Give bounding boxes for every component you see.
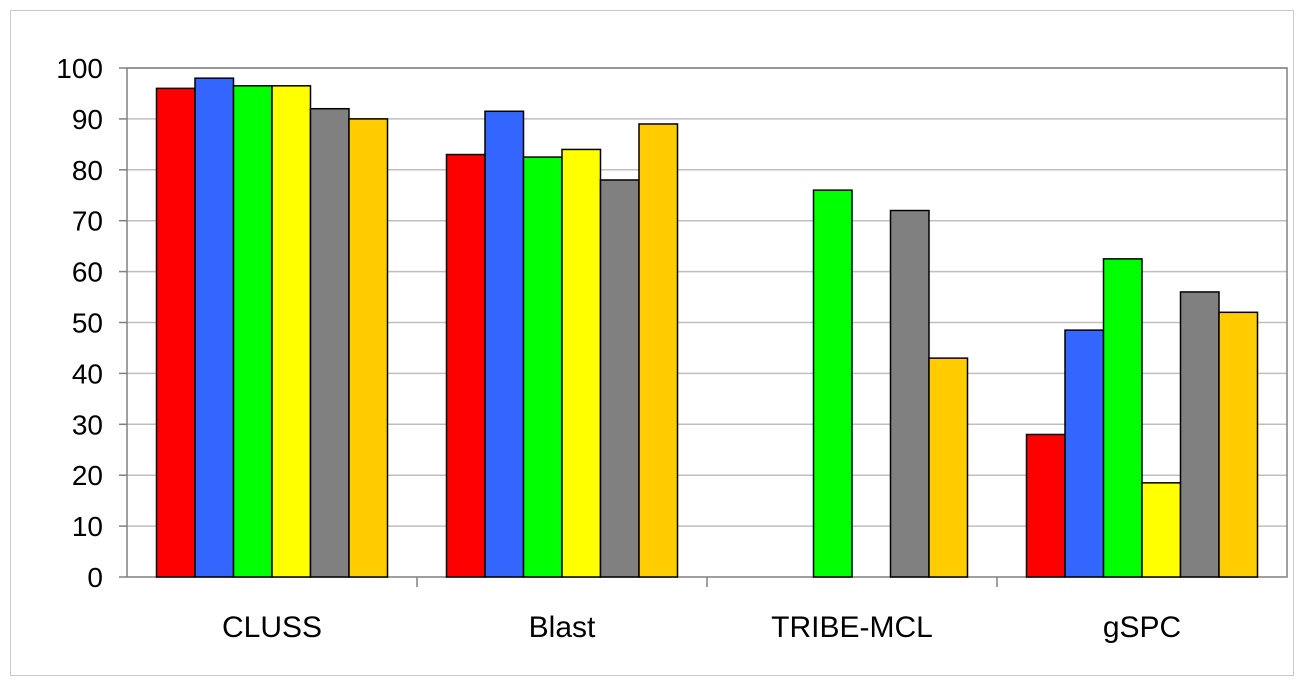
- y-tick-label: 100: [56, 53, 103, 84]
- bar-cluss-s6: [348, 118, 389, 578]
- bar-gspc-s1: [1025, 433, 1066, 578]
- y-tick-label: 10: [72, 511, 103, 542]
- bar-gspc-s3: [1102, 258, 1143, 578]
- bar-cluss-s4: [271, 85, 312, 578]
- bar-blast-s2: [484, 110, 525, 578]
- bar-gspc-s5: [1179, 291, 1220, 578]
- y-tick-label: 90: [72, 104, 103, 135]
- bar-tribe-mcl-s5: [889, 209, 930, 578]
- y-tick-label: 50: [72, 308, 103, 339]
- x-category-label: CLUSS: [222, 611, 322, 644]
- bar-gspc-s2: [1064, 329, 1105, 578]
- bar-cluss-s5: [309, 107, 350, 578]
- bar-blast-s1: [445, 153, 486, 578]
- y-tick-label: 0: [87, 562, 103, 593]
- bar-cluss-s2: [194, 77, 235, 578]
- y-tick-labels: 0 10 20 30 40 50 60 70 80 90 100: [56, 53, 103, 593]
- bar-blast-s5: [599, 179, 640, 578]
- y-tick-label: 70: [72, 206, 103, 237]
- y-tick-label: 60: [72, 257, 103, 288]
- bar-gspc-s4: [1141, 482, 1182, 578]
- x-category-label: TRIBE-MCL: [771, 611, 933, 644]
- bar-gspc-s6: [1218, 311, 1259, 578]
- bar-tribe-mcl-s6: [928, 357, 969, 578]
- x-category-label: gSPC: [1103, 611, 1181, 644]
- x-category-label: Blast: [529, 611, 596, 644]
- bar-tribe-mcl-s3: [812, 189, 853, 578]
- bars: [155, 77, 1259, 578]
- bar-blast-s4: [561, 148, 602, 578]
- y-tick-label: 30: [72, 409, 103, 440]
- axes: [119, 67, 998, 587]
- bar-blast-s3: [522, 156, 563, 578]
- bar-cluss-s3: [232, 85, 273, 578]
- y-tick-label: 20: [72, 460, 103, 491]
- bar-blast-s6: [638, 123, 679, 578]
- y-tick-label: 40: [72, 358, 103, 389]
- bar-cluss-s1: [155, 87, 196, 578]
- y-tick-label: 80: [72, 155, 103, 186]
- x-category-labels: CLUSS Blast TRIBE-MCL gSPC: [222, 611, 1181, 644]
